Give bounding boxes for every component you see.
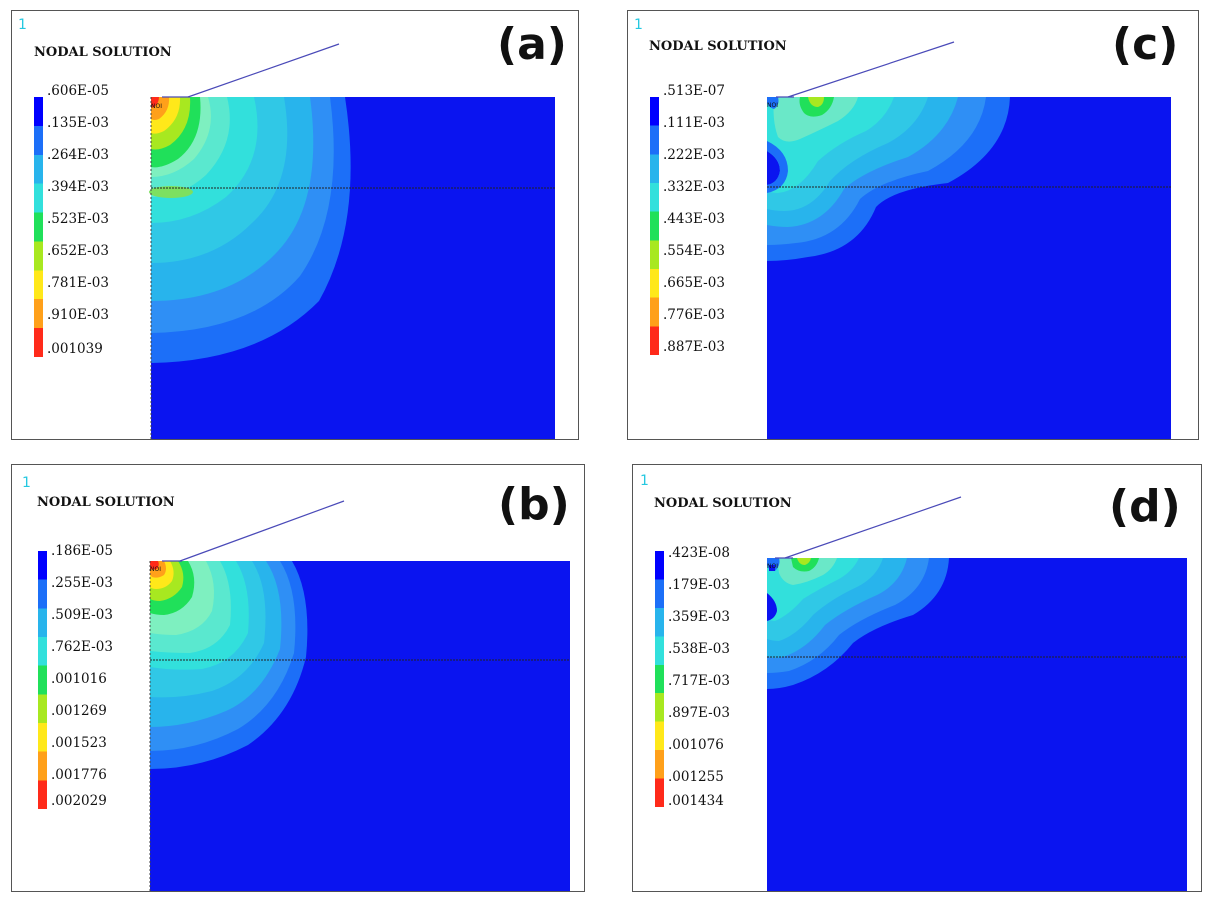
panel-d: NOI 1 NODAL SOLUTION (d) .423E-08 .179E-… <box>632 464 1202 892</box>
legend-value: .179E-03 <box>668 577 730 593</box>
panel-title: NODAL SOLUTION <box>37 495 175 510</box>
contour-plot-b: NOI <box>149 500 570 891</box>
legend-value: .002029 <box>51 793 107 809</box>
tool-line <box>179 500 345 562</box>
contour-bands <box>149 97 351 363</box>
node-label: NOI <box>151 103 162 110</box>
tool-line <box>787 41 955 98</box>
legend-value: .222E-03 <box>663 147 725 163</box>
legend-value: .001523 <box>51 735 107 751</box>
legend-value: .186E-05 <box>51 543 113 559</box>
legend-value: .135E-03 <box>47 115 109 131</box>
legend-value: .538E-03 <box>668 641 730 657</box>
legend-value: .001016 <box>51 671 107 687</box>
panel-a: NOI 1 NODAL SOLUTION (a) .606E-05 .135E-… <box>11 10 579 440</box>
legend-value: .554E-03 <box>663 243 725 259</box>
legend-value: .606E-05 <box>47 83 109 99</box>
legend-value: .001039 <box>47 341 103 357</box>
node-label: NOI <box>767 563 778 570</box>
colorbar <box>655 551 664 807</box>
legend-value: .717E-03 <box>668 673 730 689</box>
panel-number: 1 <box>640 473 649 489</box>
legend-value: .509E-03 <box>51 607 113 623</box>
legend-value: .001255 <box>668 769 724 785</box>
legend-value: .255E-03 <box>51 575 113 591</box>
legend-value: .359E-03 <box>668 609 730 625</box>
panel-title: NODAL SOLUTION <box>34 45 172 60</box>
legend-value: .665E-03 <box>663 275 725 291</box>
legend-value: .443E-03 <box>663 211 725 227</box>
legend-value: .523E-03 <box>47 211 109 227</box>
contour-bands <box>767 97 1010 261</box>
legend-value: .001434 <box>668 793 724 809</box>
node-label: NOI <box>767 102 778 109</box>
legend-value: .332E-03 <box>663 179 725 195</box>
colorbar <box>34 97 43 357</box>
legend-value: .264E-03 <box>47 147 109 163</box>
panel-number: 1 <box>22 475 31 491</box>
legend-value: .887E-03 <box>663 339 725 355</box>
contour-plot-c: NOI <box>767 41 1171 439</box>
panel-number: 1 <box>18 17 27 33</box>
panel-c: NOI 1 NODAL SOLUTION (c) .513E-07 .111E-… <box>627 10 1199 440</box>
tool-line <box>784 496 962 559</box>
colorbar <box>38 551 47 809</box>
panel-letter: (c) <box>1112 19 1179 70</box>
legend-value: .001269 <box>51 703 107 719</box>
legend-value: .513E-07 <box>663 83 725 99</box>
legend-value: .781E-03 <box>47 275 109 291</box>
legend-value: .776E-03 <box>663 307 725 323</box>
panel-letter: (b) <box>498 479 570 530</box>
legend-value: .394E-03 <box>47 179 109 195</box>
panel-letter: (a) <box>497 19 567 70</box>
panel-b: NOI 1 NODAL SOLUTION (b) .186E-05 .255E-… <box>11 464 585 892</box>
legend-value: .001776 <box>51 767 107 783</box>
panel-title: NODAL SOLUTION <box>654 496 792 511</box>
panel-number: 1 <box>634 17 643 33</box>
colorbar <box>650 97 659 355</box>
contour-plot-a: NOI <box>149 43 555 439</box>
legend-value: .652E-03 <box>47 243 109 259</box>
legend-value: .111E-03 <box>663 115 725 131</box>
contour-bands <box>150 561 308 769</box>
legend-value: .910E-03 <box>47 307 109 323</box>
legend-value: .897E-03 <box>668 705 730 721</box>
panel-title: NODAL SOLUTION <box>649 39 787 54</box>
tool-line <box>187 43 340 98</box>
panel-letter: (d) <box>1109 481 1181 532</box>
contour-bands <box>767 558 949 689</box>
contour-plot-d: NOI <box>767 496 1187 891</box>
legend-value: .001076 <box>668 737 724 753</box>
legend-value: .762E-03 <box>51 639 113 655</box>
legend-value: .423E-08 <box>668 545 730 561</box>
node-label: NOI <box>150 566 161 573</box>
